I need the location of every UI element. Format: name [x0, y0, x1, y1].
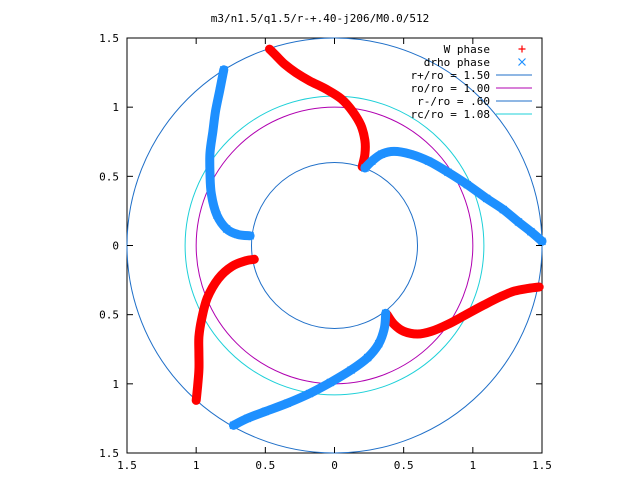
x-tick-label: 1.5	[117, 459, 137, 472]
w-phase-point	[292, 69, 300, 77]
drho-phase-point	[538, 237, 546, 246]
chart-title: m3/n1.5/q1.5/r-+.40-j206/M0.0/512	[211, 12, 430, 25]
drho-phase-point	[206, 169, 214, 178]
w-phase-point	[306, 77, 314, 85]
drho-phase-point	[527, 227, 535, 236]
x-tick-label: 1.5	[532, 459, 552, 472]
drho-phase-point	[361, 164, 369, 172]
w-phase-point	[510, 287, 518, 295]
w-phase-point	[400, 327, 408, 335]
w-phase-point	[228, 262, 236, 270]
legend-label: r+/ro = 1.50	[411, 69, 490, 82]
drho-phase-point	[261, 407, 270, 416]
w-phase-point	[265, 45, 273, 53]
drho-phase-curve	[229, 308, 391, 430]
drho-phase-point	[215, 86, 224, 95]
legend-label: W phase	[444, 43, 490, 56]
circle-r-0_6	[251, 162, 418, 329]
w-phase-point	[480, 301, 488, 309]
w-phase-point	[462, 311, 470, 319]
drho-phase-curve	[205, 65, 255, 241]
drho-phase-point	[406, 150, 415, 159]
drho-phase-point	[482, 194, 491, 203]
w-phase-point	[427, 327, 435, 335]
drho-phase-point	[206, 148, 214, 157]
circle-r-1	[195, 106, 474, 385]
w-phase-point	[250, 255, 258, 263]
drho-phase-point	[444, 168, 452, 177]
drho-phase-point	[499, 205, 508, 214]
y-tick-label: 0.5	[99, 309, 119, 322]
drho-phase-point	[347, 366, 356, 374]
y-tick-label: 0.5	[99, 170, 119, 183]
w-phase-point	[337, 95, 345, 103]
w-phase-curve	[382, 282, 544, 339]
drho-phase-point	[424, 157, 433, 166]
w-phase-point	[203, 294, 211, 302]
x-tick-label: 0.5	[255, 459, 275, 472]
y-tick-label: 1	[112, 101, 119, 114]
y-tick-label: 1.5	[99, 32, 119, 45]
legend-marker	[518, 45, 526, 53]
drho-phase-point	[211, 107, 220, 116]
w-phase-point	[242, 257, 250, 265]
x-tick-label: 0.5	[394, 459, 414, 472]
w-phase-point	[194, 383, 202, 391]
w-phase-point	[192, 396, 200, 404]
drho-phase-point	[219, 65, 228, 74]
drho-phase-point	[246, 231, 255, 240]
legend-label: ro/ro = 1.00	[411, 82, 490, 95]
drho-phase-point	[380, 324, 389, 333]
drho-phase-curve	[360, 146, 547, 246]
w-phase-point	[281, 60, 289, 68]
w-phase-point	[322, 85, 330, 93]
w-phase-point	[198, 315, 206, 323]
w-phase-point	[195, 349, 203, 357]
drho-phase-point	[326, 378, 335, 387]
x-tick-label: 1	[193, 459, 200, 472]
drho-phase-point	[229, 421, 238, 430]
w-phase-point	[348, 107, 356, 115]
drho-phase-point	[463, 180, 472, 189]
w-phase-point	[214, 275, 222, 283]
legend-label: rc/ro = 1.08	[411, 108, 490, 121]
drho-phase-point	[305, 389, 314, 398]
w-phase-point	[390, 320, 398, 328]
w-phase-point	[272, 52, 280, 60]
y-tick-label: 0	[112, 240, 119, 253]
drho-phase-point	[374, 339, 383, 348]
legend-label: r-/ro = .60	[417, 95, 490, 108]
drho-phase-point	[377, 150, 386, 159]
y-tick-label: 1.5	[99, 447, 119, 460]
x-tick-label: 0	[331, 459, 338, 472]
drho-phase-point	[222, 224, 231, 233]
legend-label: drho phase	[424, 56, 490, 69]
w-phase-point	[357, 121, 365, 129]
w-phase-point	[414, 330, 421, 338]
w-phase-point	[444, 320, 452, 328]
w-phase-point	[195, 333, 203, 341]
drho-phase-point	[212, 211, 221, 219]
drho-phase-point	[243, 414, 252, 423]
drho-phase-point	[390, 147, 398, 156]
w-phase-point	[524, 284, 532, 292]
drho-phase-point	[367, 157, 376, 166]
circle-r-1_08	[184, 95, 485, 396]
w-phase-point	[535, 283, 543, 291]
drho-phase-point	[233, 230, 242, 239]
drho-phase-point	[514, 218, 523, 226]
drho-phase-point	[208, 128, 217, 136]
w-phase-point	[361, 150, 369, 158]
w-phase-point	[361, 136, 369, 144]
legend-marker	[518, 58, 526, 66]
drho-phase-point	[207, 190, 216, 199]
w-phase-point	[195, 366, 203, 374]
w-phase-point	[497, 293, 504, 301]
drho-phase-point	[381, 309, 390, 318]
drho-phase-point	[283, 399, 292, 408]
drho-phase-point	[363, 353, 372, 362]
x-tick-label: 1	[470, 459, 477, 472]
y-tick-label: 1	[112, 378, 119, 391]
